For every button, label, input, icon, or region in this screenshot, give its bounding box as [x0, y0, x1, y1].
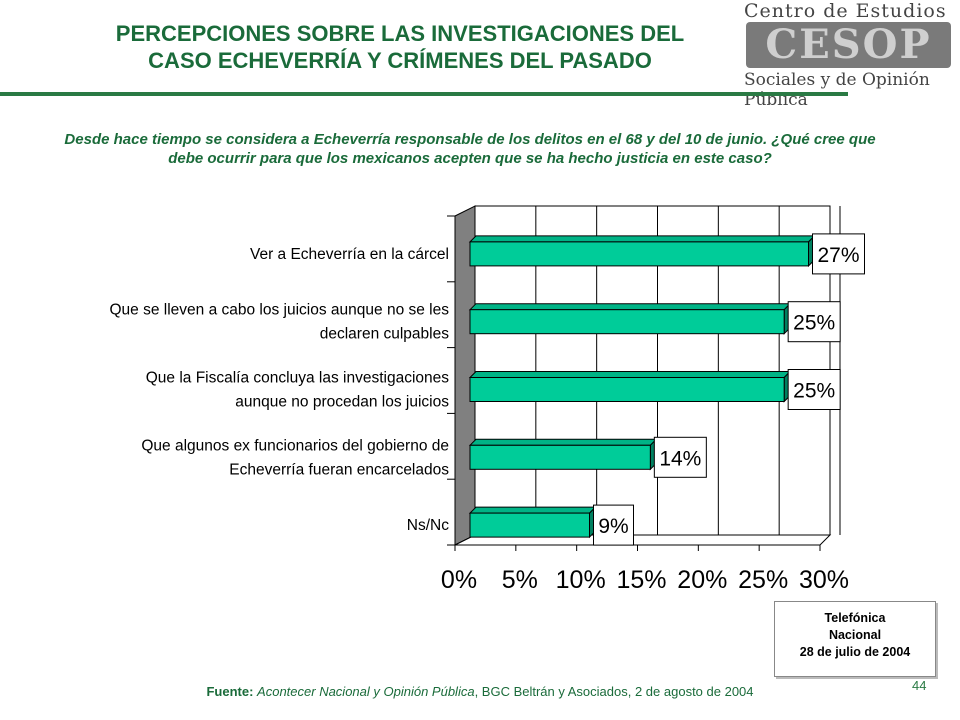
source-note: Fuente: Acontecer Nacional y Opinión Púb… — [0, 684, 960, 699]
title-line-1: PERCEPCIONES SOBRE LAS INVESTIGACIONES D… — [115, 21, 685, 46]
callout-line-2: Nacional — [828, 628, 882, 642]
data-label-box — [812, 233, 865, 275]
x-tick-label: 0% — [441, 566, 477, 594]
bar — [469, 444, 651, 470]
source-rest: , BGC Beltrán y Asociados, 2 de agosto d… — [474, 684, 754, 699]
category-label: Que se lleven a cabo los juicios aunque … — [110, 302, 450, 319]
data-label-box — [787, 301, 841, 343]
logo-top-text: Centro de Estudios — [744, 0, 947, 22]
bar — [469, 309, 785, 335]
x-tick-label: 5% — [502, 566, 538, 594]
survey-method-callout: Telefónica Nacional 28 de julio de 2004 — [774, 601, 936, 677]
title-line-2: CASO ECHEVERRÍA Y CRÍMENES DEL PASADO — [148, 48, 652, 73]
bar-top — [468, 303, 792, 311]
x-tick-label: 10% — [556, 566, 606, 594]
category-label: Ver a Echeverría en la cárcel — [250, 246, 449, 263]
data-label: 9% — [598, 515, 628, 538]
page-number: 44 — [912, 678, 927, 693]
bar-top — [468, 371, 792, 378]
x-tick-label: 15% — [616, 566, 666, 594]
category-label: Que la Fiscalía concluya las investigaci… — [146, 370, 450, 387]
category-label: declaren culpables — [320, 326, 450, 343]
bar — [469, 377, 785, 402]
data-label-box — [653, 436, 707, 478]
bar — [469, 241, 809, 267]
logo-mark-text: CESOP — [765, 21, 932, 68]
callout-line-1: Telefónica — [824, 611, 886, 625]
x-tick-label: 25% — [738, 566, 788, 594]
bar — [469, 512, 590, 538]
data-label: 27% — [817, 244, 859, 267]
category-label: Que algunos ex funcionarios del gobierno… — [141, 437, 449, 454]
bar-top — [468, 438, 658, 446]
cesop-logo: Centro de Estudios CESOP Sociales y de O… — [738, 0, 953, 110]
data-label-box — [593, 504, 634, 546]
source-publication: Acontecer Nacional y Opinión Pública — [257, 684, 475, 699]
page-title: PERCEPCIONES SOBRE LAS INVESTIGACIONES D… — [40, 20, 760, 74]
category-label: aunque no procedan los juicios — [235, 394, 449, 411]
logo-mark: CESOP — [746, 22, 951, 68]
header-rule — [0, 92, 848, 96]
survey-question: Desde hace tiempo se considera a Echever… — [64, 131, 876, 167]
bar-top — [468, 235, 816, 243]
x-tick-label: 20% — [677, 566, 727, 594]
data-label-box — [787, 369, 841, 410]
data-label: 25% — [793, 380, 835, 403]
bar-top — [468, 506, 597, 514]
callout-line-3: 28 de julio de 2004 — [799, 645, 911, 659]
x-tick-label: 30% — [799, 566, 849, 594]
category-label: Echeverría fueran encarcelados — [229, 461, 449, 478]
category-label: Ns/Nc — [407, 517, 449, 534]
data-label: 14% — [659, 447, 701, 470]
data-label: 25% — [793, 312, 835, 335]
source-label: Fuente: — [206, 684, 254, 699]
